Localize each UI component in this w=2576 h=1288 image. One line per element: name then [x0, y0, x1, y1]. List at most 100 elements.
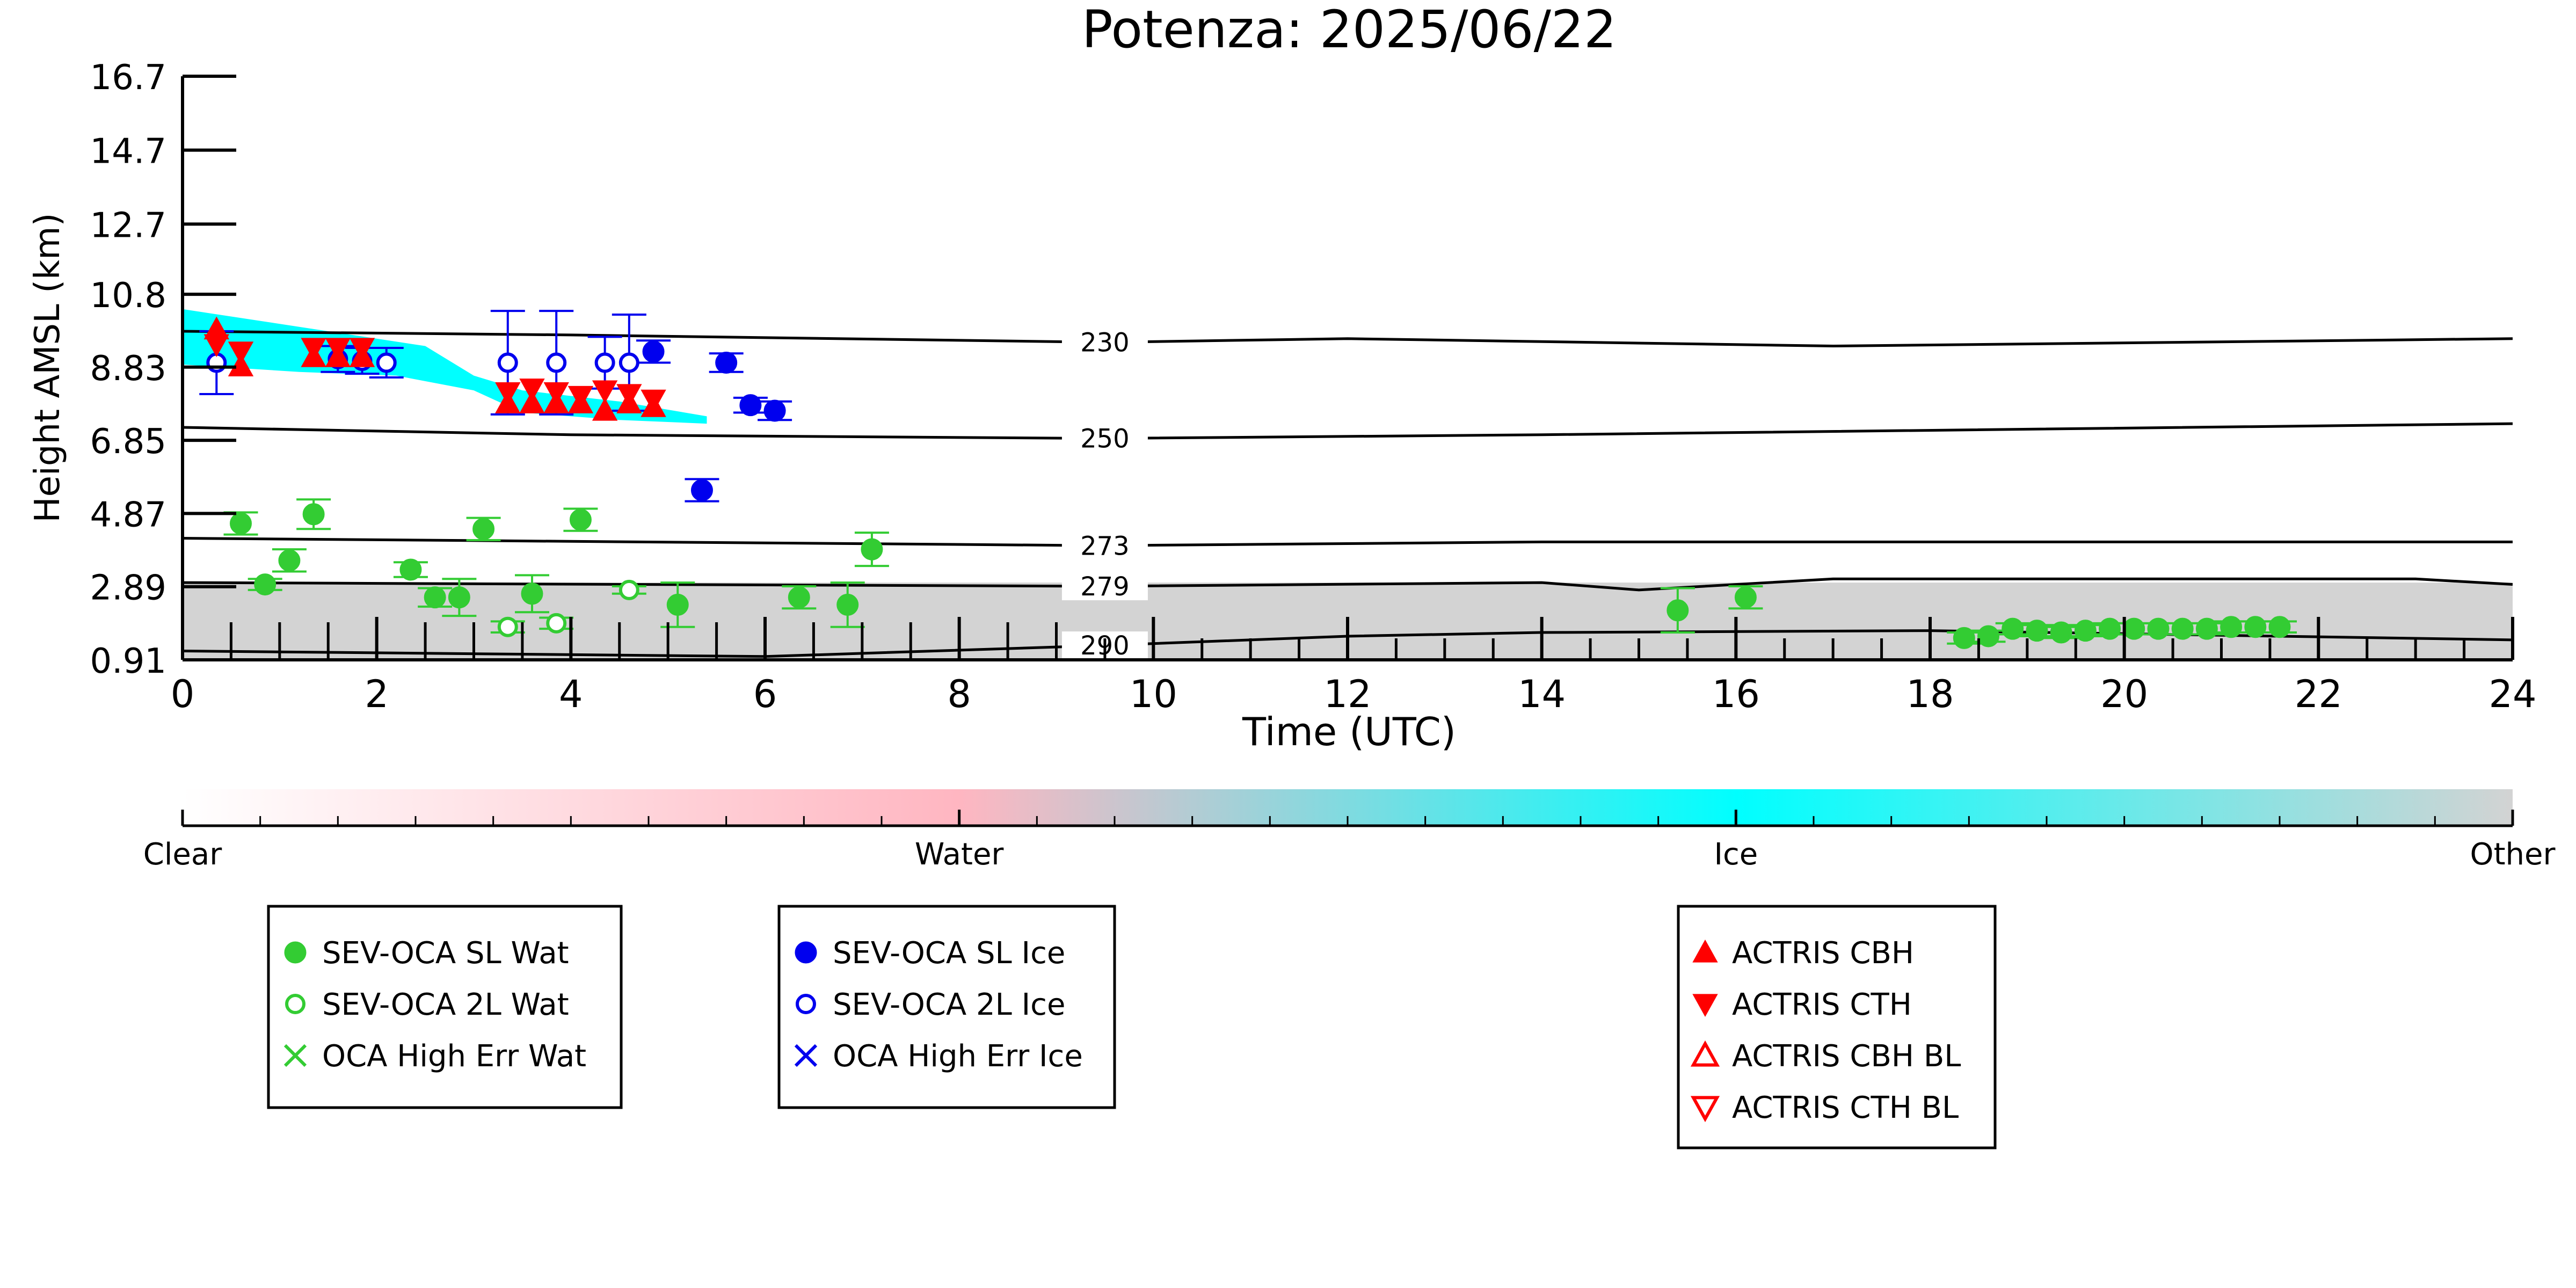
x-tick-label: 14	[1518, 672, 1566, 716]
y-tick-label: 10.8	[90, 276, 167, 316]
data-point	[2147, 617, 2170, 640]
data-point	[715, 352, 738, 374]
legend-marker	[1690, 1096, 1720, 1123]
data-point	[278, 549, 301, 572]
data-point	[642, 340, 665, 363]
data-point	[399, 558, 422, 581]
isotherm-label: 230	[1080, 328, 1130, 358]
data-point	[497, 616, 518, 637]
data-point	[1667, 599, 1689, 622]
isotherm-label-bg	[1061, 424, 1148, 453]
data-point	[2220, 616, 2243, 638]
data-point	[254, 573, 276, 596]
data-point	[2195, 617, 2218, 640]
data-point	[472, 518, 495, 540]
data-point	[618, 352, 639, 373]
data-point	[1977, 625, 1999, 647]
data-point	[739, 394, 762, 417]
legend-marker	[794, 1044, 818, 1067]
isotherm-label-bg	[1061, 572, 1148, 601]
legend-marker	[795, 941, 817, 964]
colorbar: Clear Water Ice Other	[143, 789, 2556, 872]
chart-title: Potenza: 2025/06/22	[1082, 0, 1617, 60]
y-axis-label: Height AMSL (km)	[28, 213, 68, 523]
data-point	[546, 613, 567, 634]
y-tick-label: 16.7	[90, 58, 167, 98]
data-point	[230, 512, 252, 535]
data-point	[519, 379, 545, 402]
data-point	[1734, 586, 1757, 609]
data-point	[2050, 621, 2072, 644]
y-tick-label: 6.85	[90, 422, 167, 462]
data-point	[2026, 620, 2048, 642]
y-tick-label: 0.91	[90, 642, 167, 681]
data-point	[424, 586, 446, 609]
data-point	[2099, 617, 2121, 640]
legend-label: ACTRIS CBH BL	[1732, 1039, 1961, 1074]
colorbar-label: Water	[915, 837, 1005, 872]
data-point	[302, 503, 325, 526]
data-point	[788, 586, 810, 609]
data-point	[2268, 616, 2291, 638]
data-point	[301, 338, 326, 361]
x-tick-label: 20	[2100, 672, 2148, 716]
data-point	[228, 353, 254, 377]
isotherm-line	[183, 537, 2513, 547]
data-point	[1953, 627, 1975, 649]
isotherm-line	[183, 330, 2513, 348]
legend-label: SEV-OCA SL Ice	[833, 936, 1065, 971]
data-point	[618, 579, 639, 600]
legend-label: OCA High Err Wat	[322, 1039, 586, 1074]
plot-area	[183, 309, 2513, 660]
legend-label: ACTRIS CTH	[1732, 987, 1912, 1022]
legend-marker	[284, 941, 307, 964]
legend-label: SEV-OCA SL Wat	[322, 936, 569, 971]
legend-marker	[1690, 1040, 1720, 1067]
data-point	[546, 352, 567, 373]
data-point	[543, 382, 569, 405]
colorbar-label: Ice	[1714, 837, 1758, 872]
legend-box: ACTRIS CBH ACTRIS CTH ACTRIS CBH BL ACTRIS …	[1677, 905, 1997, 1149]
data-point	[2123, 617, 2145, 640]
data-point	[2244, 616, 2267, 638]
legend-marker	[1692, 994, 1718, 1017]
legend-frame	[267, 905, 623, 1109]
series-sev-oca-2l-wat	[490, 579, 646, 637]
x-tick-label: 16	[1712, 672, 1760, 716]
legend-label: SEV-OCA 2L Ice	[833, 987, 1065, 1022]
data-point	[616, 384, 642, 407]
data-point	[376, 352, 397, 373]
data-point	[763, 399, 786, 422]
data-point	[519, 390, 545, 413]
x-tick-label: 8	[947, 672, 971, 716]
legend-label: OCA High Err Ice	[833, 1039, 1083, 1074]
data-point	[495, 382, 521, 405]
series-sev-oca-sl-wat	[223, 498, 2297, 649]
data-point	[690, 479, 713, 501]
data-point	[2002, 617, 2024, 640]
data-point	[569, 508, 592, 531]
data-point	[497, 352, 518, 373]
data-point	[521, 583, 543, 605]
legends: SEV-OCA SL Wat SEV-OCA 2L Wat OCA High Err…	[267, 905, 1997, 1149]
legend-marker	[796, 994, 816, 1014]
legend-frame	[777, 905, 1116, 1109]
isotherm-label: 273	[1080, 531, 1130, 561]
y-tick-label: 8.83	[90, 349, 167, 389]
x-tick-label: 6	[753, 672, 777, 716]
legend-label: SEV-OCA 2L Wat	[322, 987, 569, 1022]
isotherm-label-bg	[1061, 328, 1148, 356]
data-point	[2074, 620, 2097, 642]
x-tick-label: 22	[2295, 672, 2342, 716]
data-point	[666, 593, 689, 616]
data-point	[594, 352, 615, 373]
data-point	[861, 538, 883, 561]
legend-label: ACTRIS CBH	[1732, 936, 1914, 971]
data-point	[228, 341, 254, 365]
ice-cloud-region	[183, 309, 707, 424]
x-axis-label: Time (UTC)	[1242, 709, 1456, 754]
isotherm-label-bg	[1061, 532, 1148, 560]
x-tick-label: 4	[559, 672, 583, 716]
